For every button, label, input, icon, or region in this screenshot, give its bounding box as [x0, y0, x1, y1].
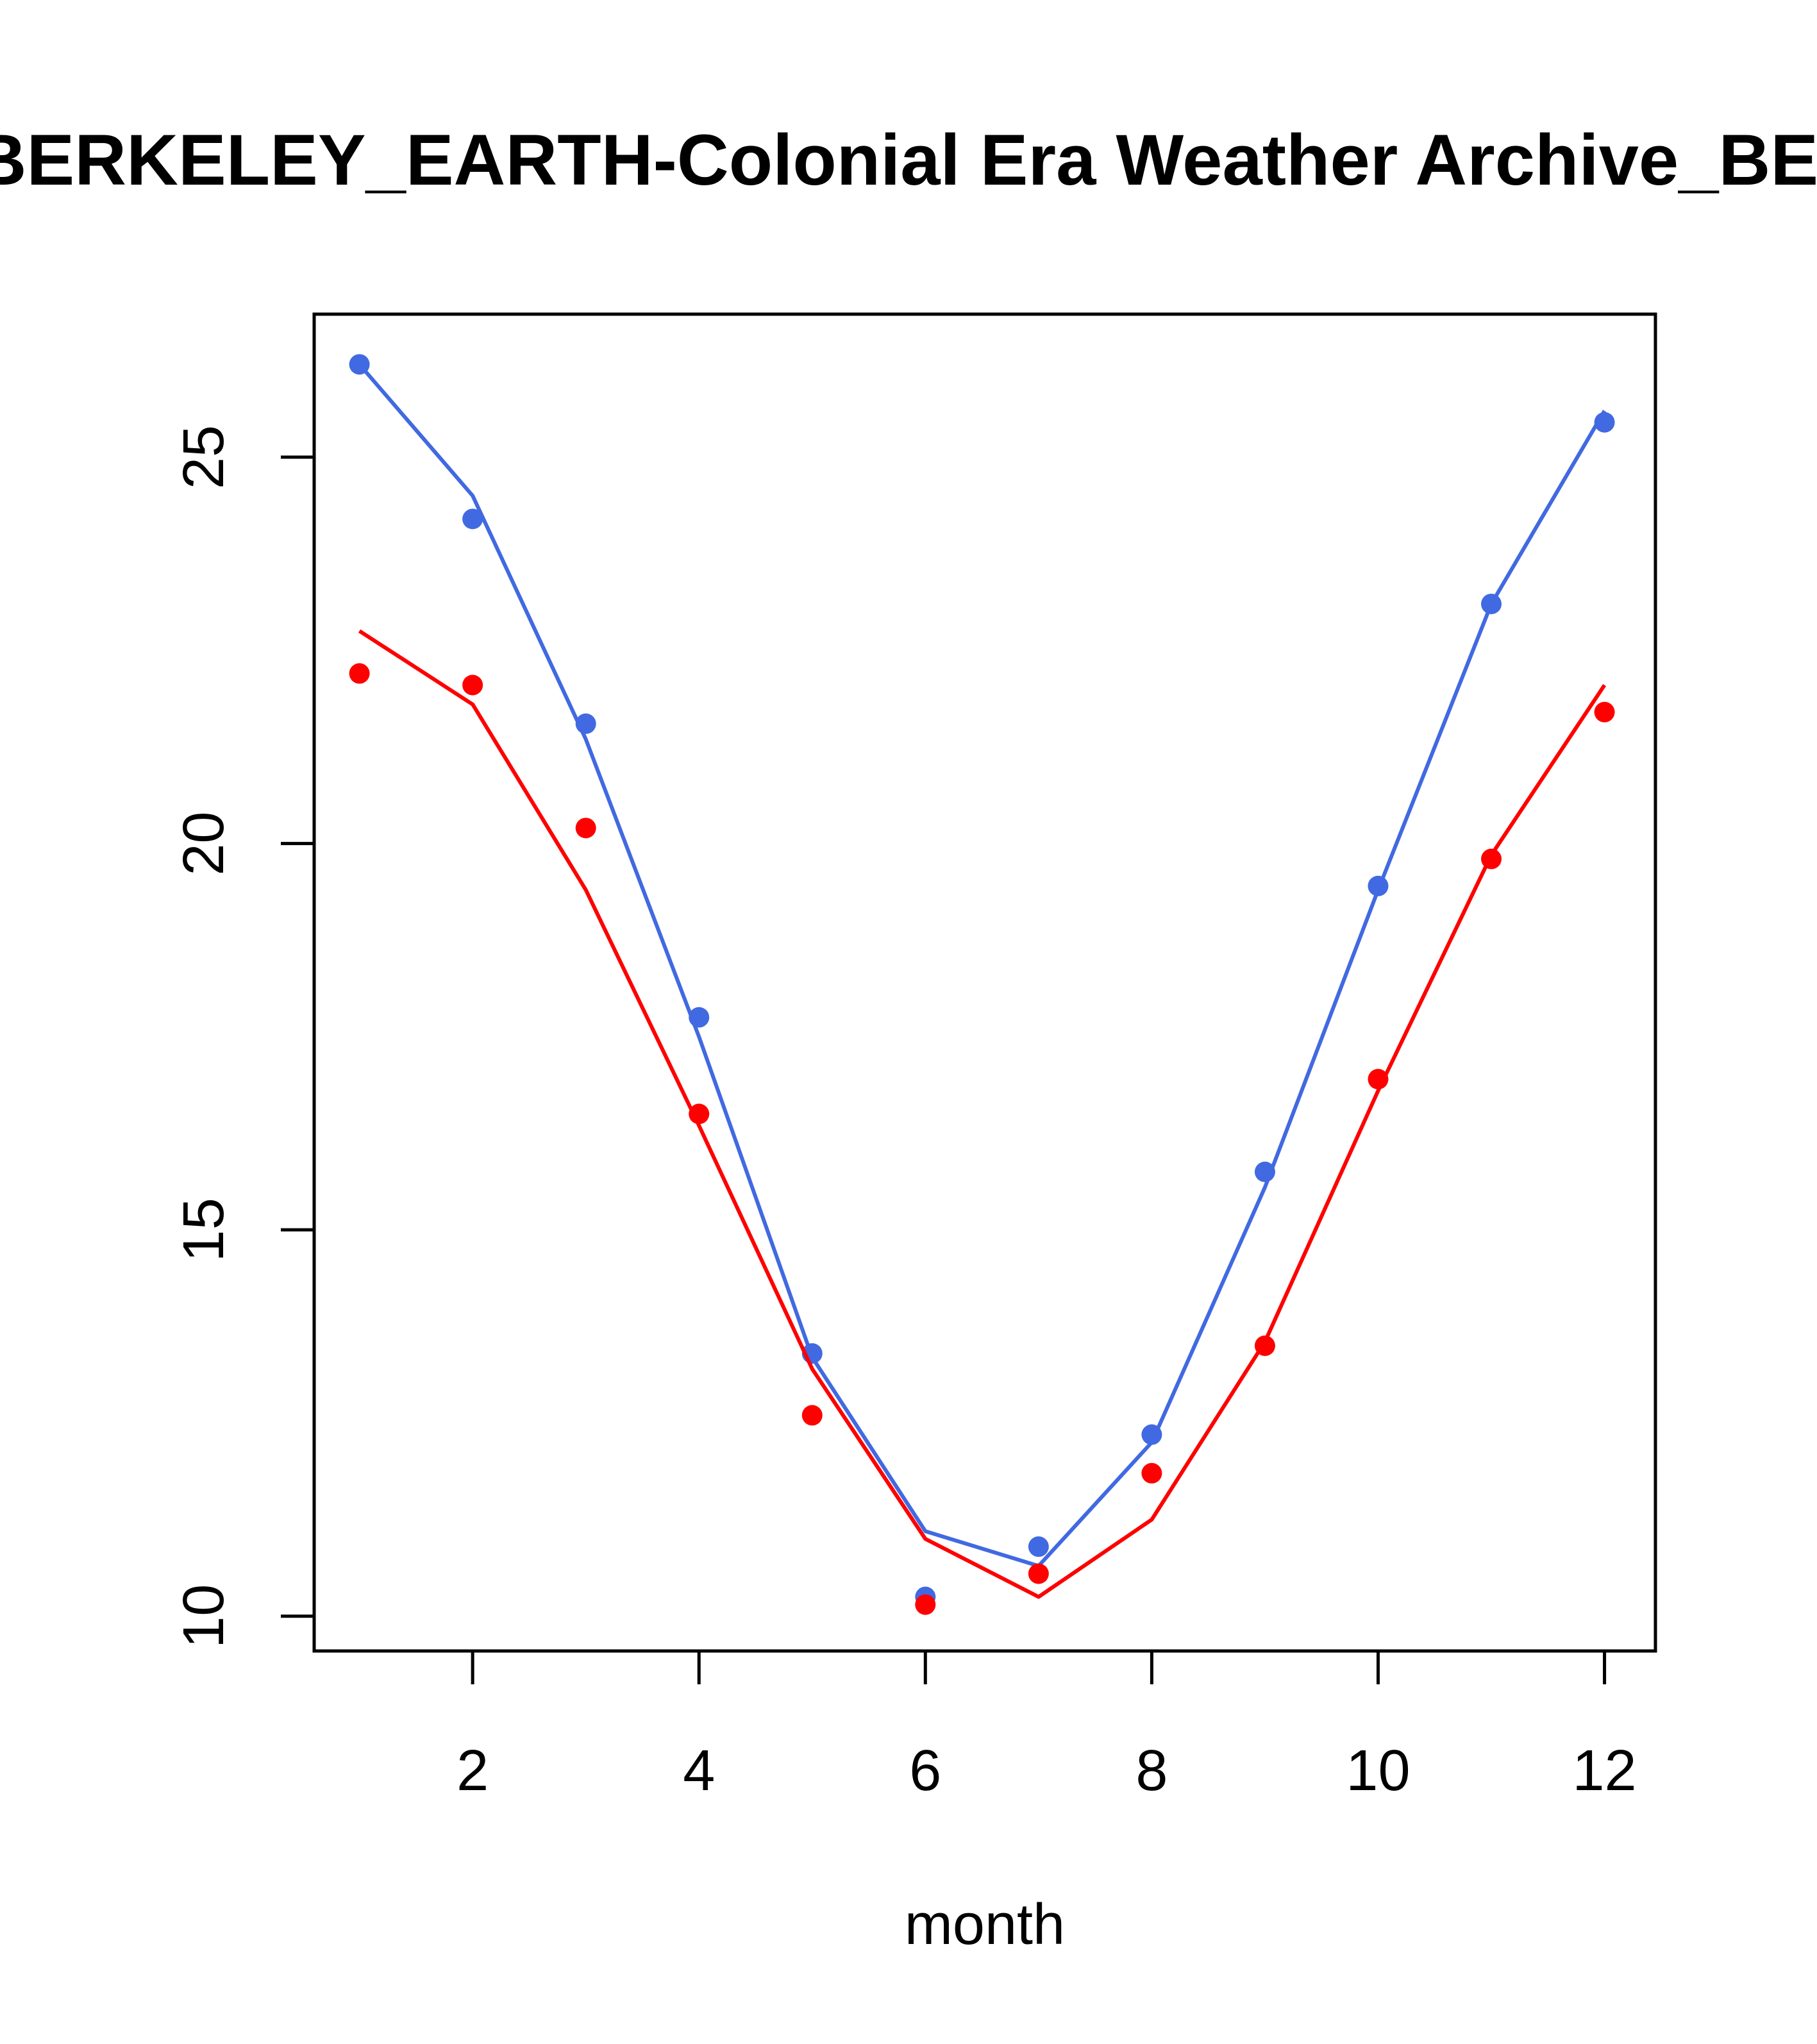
data-point [1368, 1069, 1389, 1090]
data-point [1368, 875, 1389, 896]
x-tick-label: 2 [456, 1739, 489, 1803]
data-point [1254, 1335, 1275, 1356]
data-point [801, 1405, 823, 1426]
data-point [575, 817, 596, 839]
data-point [1141, 1424, 1162, 1445]
x-axis-label: month [905, 1893, 1065, 1957]
data-point [462, 674, 483, 696]
data-point [1594, 412, 1615, 433]
data-point [1254, 1161, 1275, 1182]
y-tick-label: 15 [172, 1198, 236, 1262]
data-point [349, 663, 370, 684]
data-point [1141, 1462, 1162, 1484]
plot-frame [312, 312, 1657, 1653]
y-tick-label: 25 [172, 425, 236, 489]
data-point [915, 1594, 936, 1615]
x-tick-label: 6 [909, 1739, 941, 1803]
series-1 [349, 354, 1615, 1607]
data-point [689, 1007, 710, 1028]
x-axis: 2 4 6 8 10 12 [456, 1649, 1637, 1803]
series-line [358, 363, 1607, 1568]
data-point [1028, 1536, 1049, 1557]
series-2 [349, 629, 1615, 1615]
x-tick-label: 12 [1573, 1739, 1637, 1803]
y-tick-label: 10 [172, 1584, 236, 1648]
data-point [1481, 848, 1502, 869]
series-line [358, 629, 1607, 1599]
x-tick-label: 8 [1135, 1739, 1168, 1803]
data-point [349, 354, 370, 375]
x-tick-label: 4 [683, 1739, 715, 1803]
data-point [1481, 593, 1502, 614]
x-tick-label: 10 [1346, 1739, 1410, 1803]
data-point [1028, 1563, 1049, 1584]
data-point [689, 1103, 710, 1125]
data-point [1594, 701, 1615, 723]
data-point [575, 713, 596, 734]
data-point [462, 508, 483, 530]
y-tick-label: 20 [172, 812, 236, 876]
series-layer [349, 354, 1615, 1615]
chart-title: BERKELEY_EARTH-Colonial Era Weather Arch… [0, 120, 1817, 200]
y-axis: 10 15 20 25 [172, 425, 316, 1648]
